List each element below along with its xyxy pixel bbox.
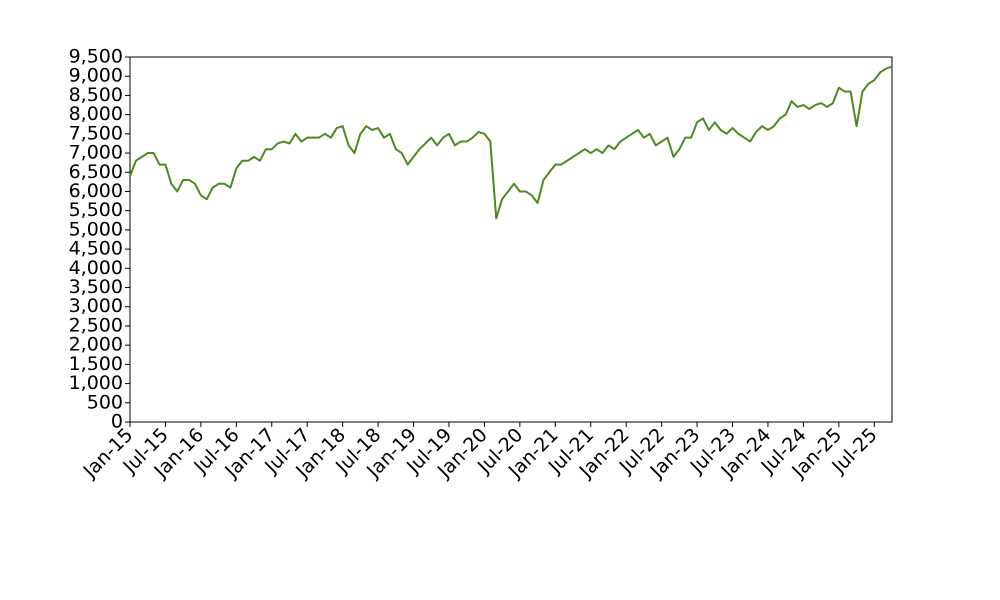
y-tick-label: 2,500 xyxy=(69,314,123,336)
y-tick-label: 8,000 xyxy=(69,103,123,125)
y-tick-label: 1,000 xyxy=(69,372,123,394)
line xyxy=(129,65,893,220)
y-tick-label: 7,000 xyxy=(69,142,123,164)
y-tick-label: 7,500 xyxy=(69,122,123,144)
y-tick-label: 2,000 xyxy=(69,334,123,356)
y-tick-label: 4,000 xyxy=(69,257,123,279)
y-tick-label: 5,500 xyxy=(69,199,123,221)
y-tick-label: 8,500 xyxy=(69,84,123,106)
y-tick-label: 5,000 xyxy=(69,218,123,240)
plot-frame xyxy=(129,56,893,423)
y-tick-label: 9,500 xyxy=(69,46,123,68)
y-tick-label: 500 xyxy=(87,391,123,413)
y-tick-label: 6,000 xyxy=(69,180,123,202)
y-tick-label: 0 xyxy=(111,411,123,433)
y-tick-label: 6,500 xyxy=(69,161,123,183)
y-tick-label: 9,000 xyxy=(69,65,123,87)
y-tick-label: 4,500 xyxy=(69,238,123,260)
y-tick-label: 3,000 xyxy=(69,295,123,317)
y-tick-label: 1,500 xyxy=(69,353,123,375)
y-tick-label: 3,500 xyxy=(69,276,123,298)
